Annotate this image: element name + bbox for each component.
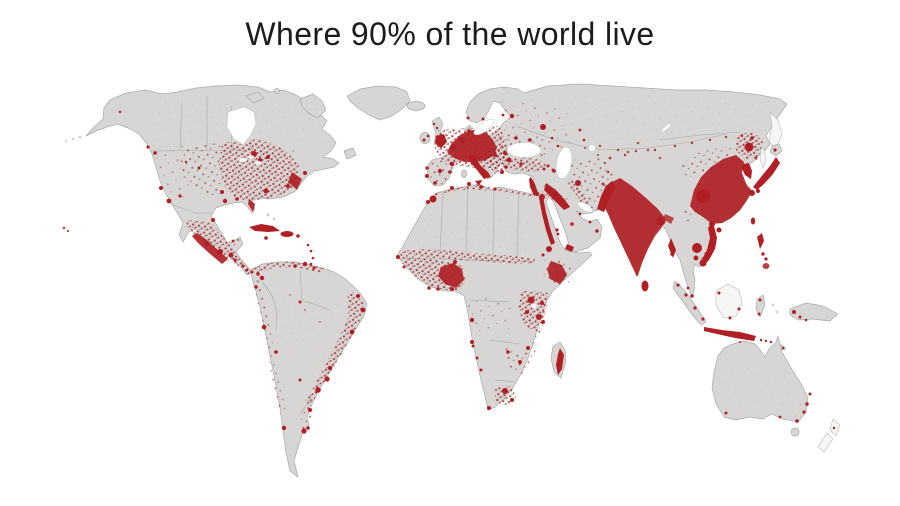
mindanao — [762, 263, 770, 269]
new-guinea — [789, 302, 839, 322]
luzon — [757, 233, 764, 249]
ireland — [419, 132, 431, 144]
black-sea — [506, 142, 542, 158]
arctic-island-victoria — [245, 91, 265, 104]
aral-sea — [588, 144, 596, 152]
assam — [663, 214, 674, 224]
hispaniola — [280, 231, 294, 237]
molucca-islands — [771, 303, 779, 314]
sicily — [475, 180, 482, 186]
seas-and-lakes — [226, 106, 671, 310]
hawaii-islands — [62, 226, 70, 233]
bahamas — [266, 213, 276, 221]
arctic-island-small — [274, 88, 280, 94]
newfoundland — [343, 147, 357, 160]
java — [704, 327, 756, 341]
sri-lanka — [641, 280, 649, 292]
population-east-asia — [626, 131, 780, 233]
cuba — [249, 224, 280, 232]
kamchatka — [768, 111, 783, 151]
korea — [742, 163, 752, 179]
iceland — [406, 101, 426, 111]
population-overlay — [118, 100, 836, 434]
persian-gulf — [577, 201, 593, 213]
yemen — [565, 244, 574, 252]
hudson-bay — [226, 106, 257, 146]
population-australia — [724, 341, 836, 430]
population-africa — [396, 182, 572, 410]
kyushu — [749, 190, 755, 196]
eastern-china — [690, 155, 752, 224]
madagascar-east — [556, 348, 564, 375]
sardinia — [461, 169, 467, 179]
new-guinea-dots — [792, 310, 808, 322]
sichuan — [696, 189, 710, 203]
sulawesi — [755, 294, 766, 318]
tasmania — [790, 427, 800, 437]
lake-baikal — [661, 123, 671, 133]
greenland — [346, 85, 411, 121]
myanmar — [668, 238, 676, 258]
population-mexico-central-america — [186, 218, 254, 275]
honshu — [753, 157, 780, 190]
shikoku — [756, 189, 760, 193]
puerto-rico — [296, 234, 300, 238]
mexican-highlands — [192, 233, 228, 264]
baltic-sea — [473, 118, 495, 136]
figure-title: Where 90% of the world live — [245, 16, 655, 52]
borneo — [715, 283, 743, 319]
sumatra — [672, 280, 707, 326]
sakhalin — [759, 147, 767, 169]
jamaica — [264, 236, 268, 240]
lake-victoria — [530, 302, 538, 310]
florida-strip — [248, 199, 255, 212]
levant — [529, 177, 538, 196]
hainan — [716, 227, 722, 233]
taiwan — [750, 217, 756, 225]
population-south-america — [252, 261, 366, 434]
northeast-corridor — [288, 172, 302, 190]
aleutian-islands — [65, 135, 82, 142]
caspian-sea — [555, 146, 573, 180]
nigeria — [438, 263, 464, 288]
nile-valley — [539, 197, 555, 245]
southern-england — [435, 134, 447, 148]
india — [604, 178, 665, 277]
population-south-asia — [597, 178, 674, 292]
great-lakes — [238, 154, 262, 166]
new-zealand-south — [817, 432, 834, 453]
population-middle-east — [504, 157, 614, 252]
population-southeast-asia — [668, 221, 808, 350]
vietnam-coast — [701, 222, 717, 264]
core-europe — [447, 129, 497, 162]
